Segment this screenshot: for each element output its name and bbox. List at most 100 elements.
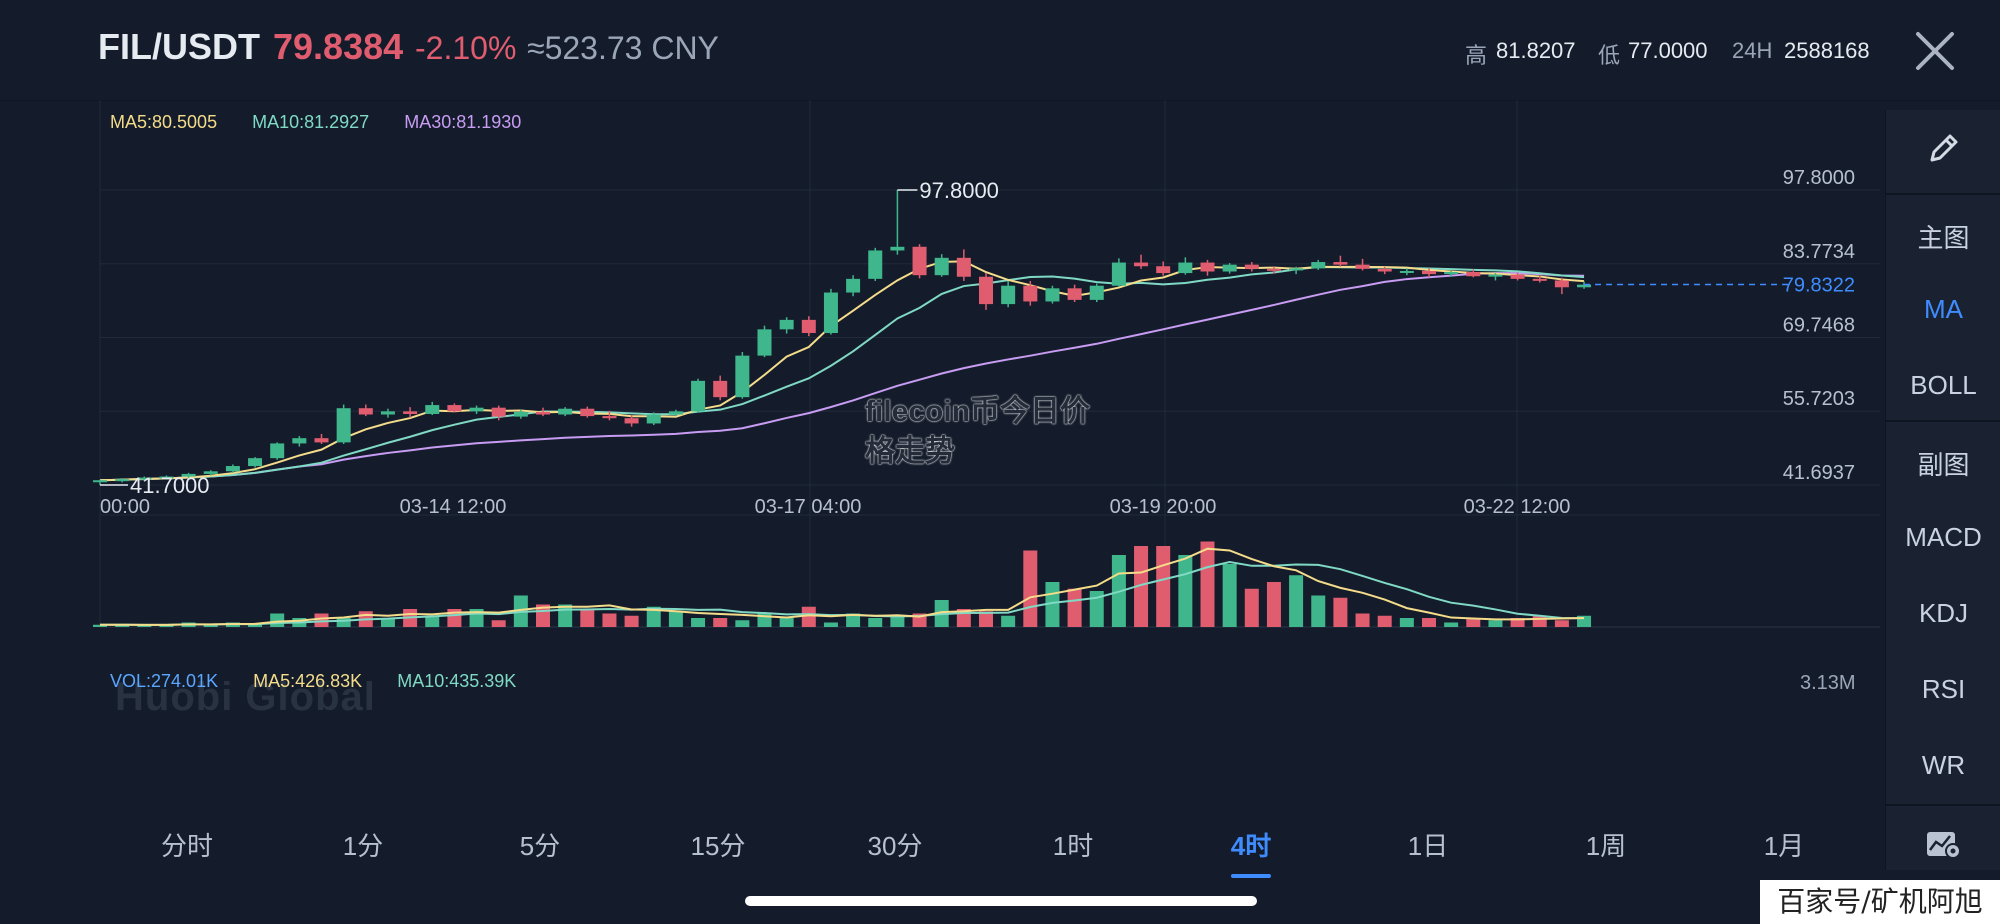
ticker-header: FIL/USDT 79.8384 -2.10% ≈523.73 CNY 高 81… [0,0,2000,101]
candle [447,405,462,412]
candle [602,416,617,419]
x-tick-label: 03-14 12:00 [400,496,507,518]
indicator-ma[interactable]: MA [1924,294,1963,324]
candle [1399,270,1414,273]
close-icon[interactable] [1910,26,1960,76]
candle [491,407,506,417]
tab-1hour[interactable]: 1时 [1052,831,1094,861]
candle [1532,278,1547,281]
candle [181,473,196,477]
trading-pair: FIL/USDT [98,26,260,67]
volume-bar [1134,546,1149,627]
candle [358,408,373,415]
indicator-macd[interactable]: MACD [1905,522,1982,552]
vol-label: VOL:274.01K [110,671,219,691]
sidebar-divider [1886,193,2000,195]
candle [624,418,639,424]
ma5-line [99,260,1585,482]
candle [1333,262,1348,265]
candle [513,411,528,417]
candle [1023,285,1038,302]
candle [1510,274,1525,279]
chart-settings-icon[interactable] [1924,822,1962,860]
ma30-label: MA30:81.1930 [404,112,522,132]
volume-bar [735,620,750,627]
tab-1week[interactable]: 1周 [1585,831,1627,861]
volume-bar [602,613,617,627]
volume-bar [93,624,107,627]
candle [403,411,418,414]
candle [1289,268,1304,271]
candle [469,407,484,412]
indicator-wr[interactable]: WR [1921,750,1966,780]
indicator-kdj[interactable]: KDJ [1918,598,1969,628]
tab-time-share[interactable]: 分时 [160,831,214,861]
candle [580,408,595,417]
candle [1222,264,1237,272]
tab-1month[interactable]: 1月 [1763,831,1805,861]
volume-bar [801,606,816,627]
main-chart-section-label: 主图 [1917,223,1970,253]
candles [93,190,1592,485]
candle [1488,274,1503,277]
pencil-icon[interactable] [1924,130,1962,168]
ma10-label: MA10:81.2927 [252,112,370,132]
volume-bar [270,613,285,627]
tab-4hour[interactable]: 4时 [1230,831,1272,861]
tab-1min[interactable]: 1分 [342,831,384,861]
candle [1422,270,1436,275]
candle [1377,268,1392,272]
source-watermark: 百家号/矿机阿旭 [1760,880,2000,924]
candle [757,329,772,356]
tab-30min[interactable]: 30分 [867,831,923,861]
kline-chart-canvas[interactable]: 97.8000 83.7734 69.7468 55.7203 41.6937 00:00… [0,100,1885,804]
candle [1444,272,1459,275]
candle [713,380,728,398]
volume-bar [580,609,595,627]
indicator-rsi[interactable]: RSI [1921,674,1966,704]
volume-bar [1488,620,1503,627]
candle [890,246,905,251]
candle [380,411,395,415]
volume-bar [868,618,883,627]
indicator-boll[interactable]: BOLL [1910,370,1977,400]
volume-bar [890,615,905,627]
volume-bar [1510,618,1525,627]
kline-chart[interactable]: 97.8000 83.7734 69.7468 55.7203 41.6937 00:00… [0,100,1885,804]
ma-legend: MA5:80.5005 MA10:81.2927 MA30:81.1930 [110,112,521,133]
volume-bar [1178,555,1193,627]
volume-bar [823,622,838,627]
candle [1156,266,1171,274]
volume-bar [1311,595,1326,627]
home-indicator[interactable] [745,896,1257,906]
candle [1111,262,1126,286]
y-tick-label: 83.7734 [1783,241,1855,263]
interval-tabs: 分时 1分 5分 15分 30分 1时 4时 1日 1周 1月 [0,804,1885,884]
current-price-label: 79.8322 [1783,274,1855,296]
candle [1577,284,1592,288]
volume-bar [979,611,993,627]
candle [1178,262,1193,274]
tab-1day[interactable]: 1日 [1407,831,1449,861]
candle [646,414,661,424]
volume-bar [1466,618,1481,627]
tab-5min[interactable]: 5分 [519,831,561,861]
candle [558,408,573,415]
candle [1266,268,1281,271]
candle [846,278,861,293]
candle [1001,285,1016,305]
candle [868,250,883,279]
volume-bar [425,615,440,627]
candle [248,458,263,467]
volume-bar [1355,613,1370,627]
indicator-sidebar: 主图 MA BOLL 副图 MACD KDJ RSI WR [1885,110,2000,870]
low-label: 低 [1598,43,1621,68]
tab-15min[interactable]: 15分 [690,831,746,861]
overlay-title-line2: 格走势 [865,435,955,468]
overlay-title: filecoin币今日价 格走势 [865,392,1145,472]
candle [1134,262,1149,267]
candle [137,477,152,480]
high-label: 高 [1465,43,1488,68]
volume-bar [336,618,351,627]
candle [1045,288,1060,302]
